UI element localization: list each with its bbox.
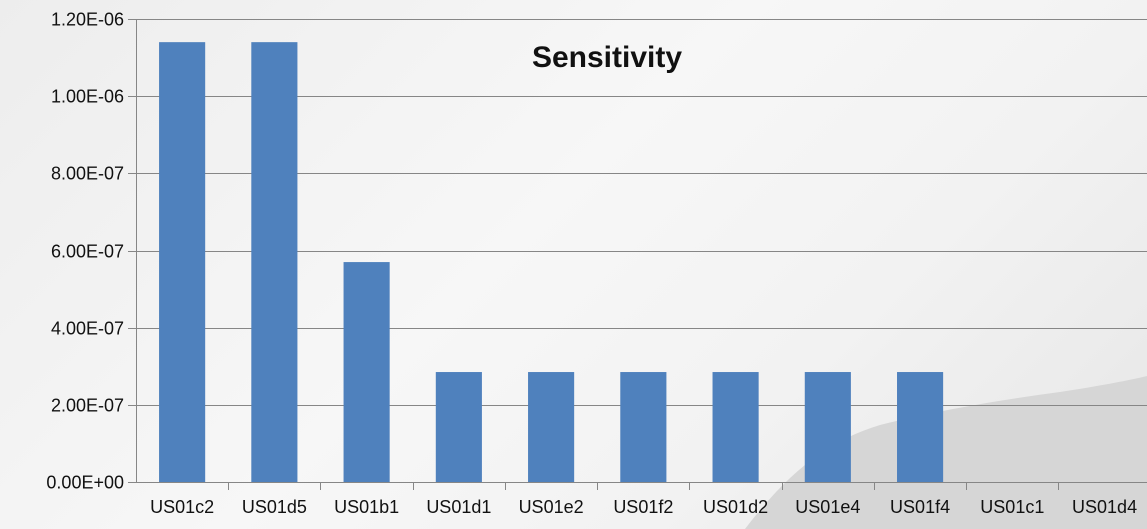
chart-title: Sensitivity (532, 41, 682, 74)
bar-us01e4 (804, 372, 851, 482)
tick-labels: 0.00E+00 2.00E-07 4.00E-07 6.00E-07 8.00E-07… (46, 10, 1137, 518)
bar-us01d1 (435, 372, 482, 482)
bar-us01f2 (620, 372, 667, 482)
x-tick-label: US01d5 (242, 497, 307, 517)
bar-us01d5 (251, 42, 298, 483)
y-tick-label: 1.20E-06 (51, 10, 124, 30)
x-tick-label: US01d4 (1072, 497, 1137, 517)
y-tick-label: 4.00E-07 (51, 319, 124, 339)
bar-us01e2 (528, 372, 575, 482)
x-tick-label: US01d2 (703, 497, 768, 517)
gridlines (136, 19, 1147, 406)
y-tick-label: 0.00E+00 (46, 473, 124, 493)
y-tick-label: 6.00E-07 (51, 242, 124, 262)
bar-us01b1 (343, 262, 390, 482)
bar-us01d2 (712, 372, 759, 482)
x-tick-label: US01c2 (150, 497, 214, 517)
x-tick-label: US01e2 (519, 497, 584, 517)
axes (128, 19, 1147, 490)
x-tick-label: US01d1 (426, 497, 491, 517)
x-tick-label: US01f4 (890, 497, 950, 517)
bars (159, 42, 944, 483)
x-tick-label: US01b1 (334, 497, 399, 517)
background-curve-shape (745, 376, 1147, 529)
x-tick-label: US01e4 (795, 497, 860, 517)
x-tick-label: US01f2 (613, 497, 673, 517)
bar-us01f4 (897, 372, 944, 482)
x-tick-label: US01c1 (980, 497, 1044, 517)
y-tick-label: 1.00E-06 (51, 87, 124, 107)
bar-us01c2 (159, 42, 206, 483)
y-tick-label: 8.00E-07 (51, 164, 124, 184)
y-tick-label: 2.00E-07 (51, 396, 124, 416)
